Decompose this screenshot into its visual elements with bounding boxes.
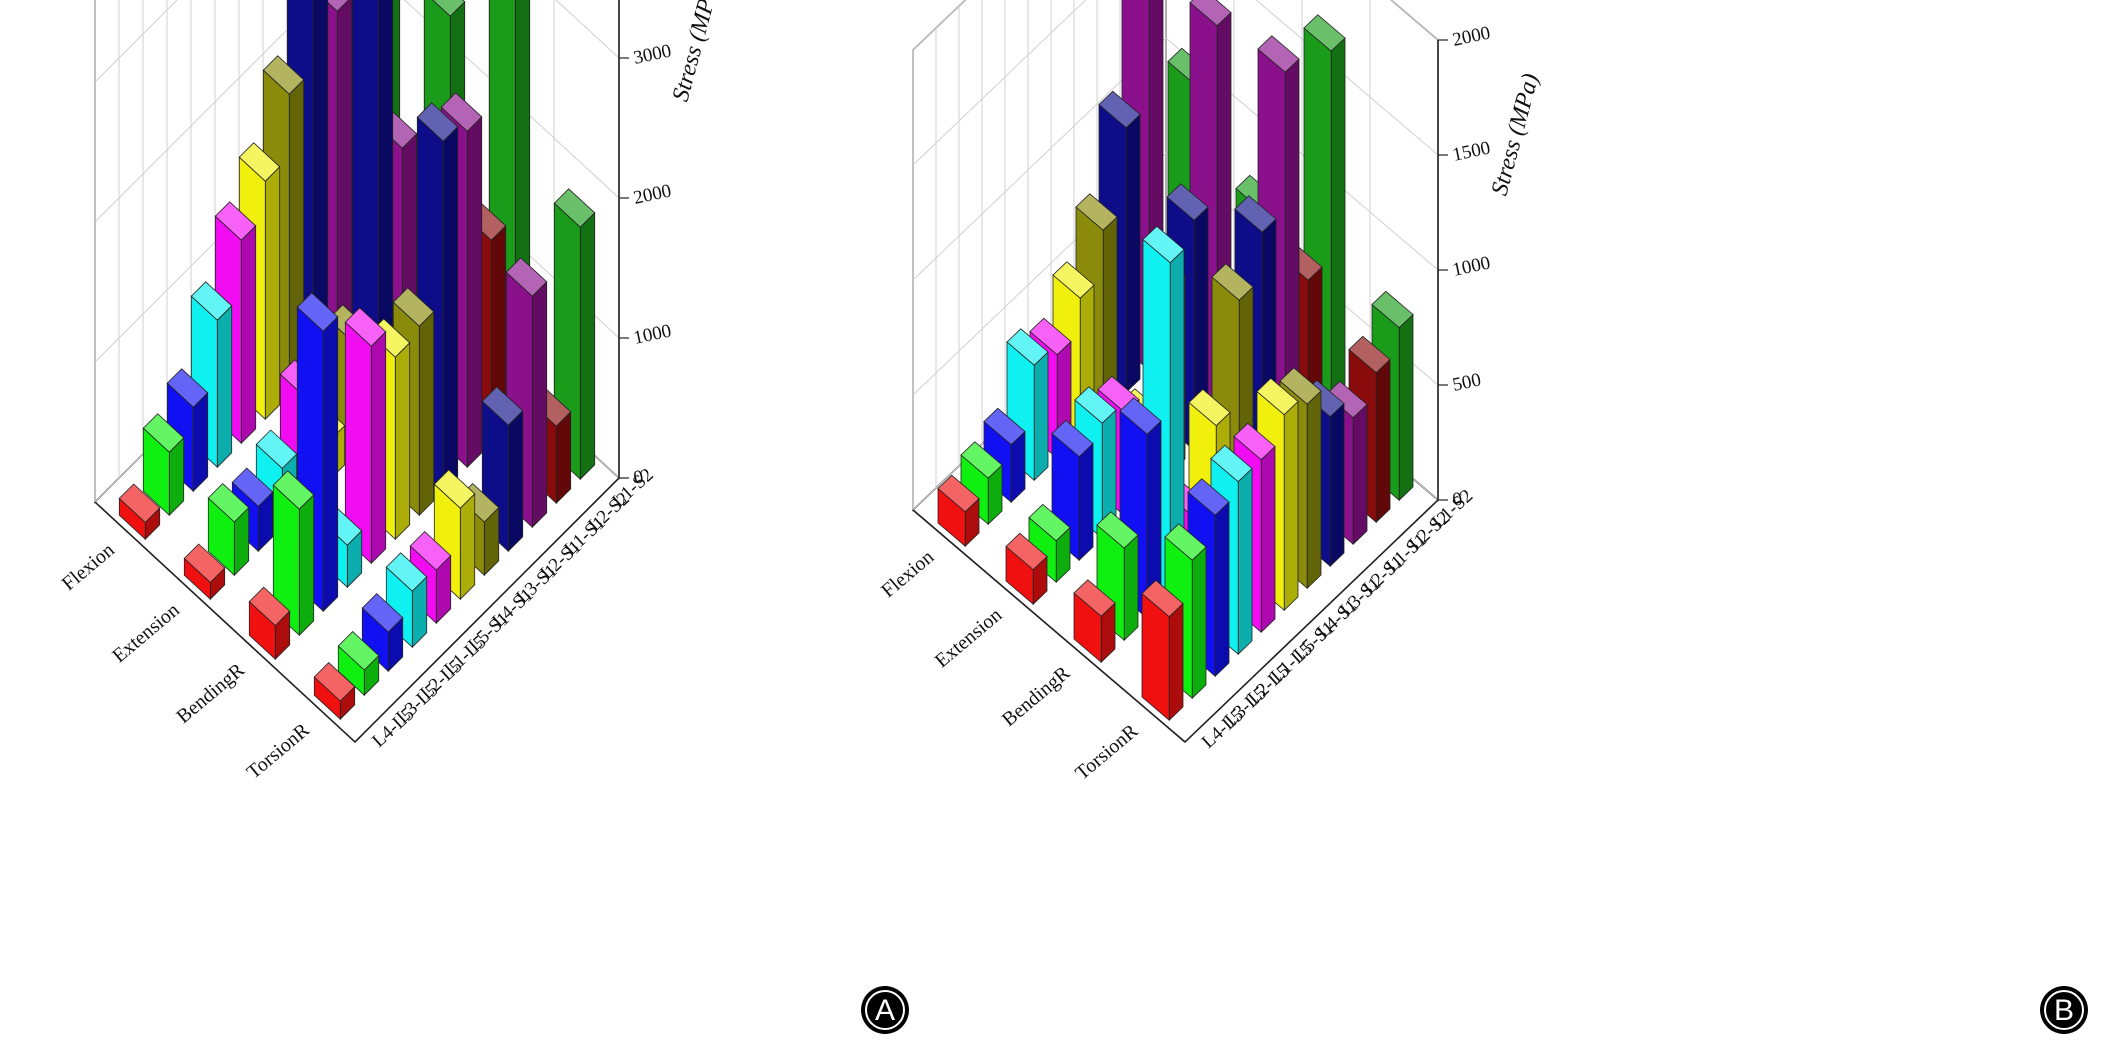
bars [937,0,1414,722]
series-label: Extension [108,599,183,667]
series-label: BendingR [172,659,249,728]
bar-torsionr-l1-s1 [505,257,548,529]
z-tick-label: 3000 [632,40,674,68]
bar-torsionr-l2-l5 [361,593,404,673]
bar-bendingr-l4-l5 [1073,579,1116,664]
panel-badge: B [2040,986,2088,1034]
bar-extension-l4-l5 [1005,532,1048,606]
z-axis-title: Stress (MPa) [1487,71,1544,199]
bar-torsionr-l4-l5 [1141,579,1184,722]
bar-bendingr-l3-l5 [272,470,315,637]
bar-flexion-l4-l5 [937,474,980,548]
z-axis-title: Stress (MPa) [668,0,725,104]
series-label: Extension [931,604,1006,672]
z-tick-label: 2000 [632,180,674,208]
panel-badge-label: A [875,994,895,1027]
bar-bendingr-l4-l5 [248,586,291,661]
z-tick-label: 1500 [1451,137,1493,165]
bar-bendingr-l2-l5 [1119,397,1162,620]
z-tick-label: 0 [632,466,646,489]
z-axis: 01000200030004000Stress (MPa) [618,0,725,489]
z-tick-label: 2000 [1451,22,1493,50]
bar-flexion-l4-l5 [118,483,161,541]
bar-torsionr-l3-l5 [337,631,380,697]
series-label: TorsionR [243,719,314,784]
panel-badge-label: B [2054,994,2074,1027]
bar-torsionr-l4-l5 [313,662,356,721]
series-label: BendingR [998,662,1075,731]
z-tick-label: 1000 [632,320,674,348]
bar-flexion-l3-l5 [142,413,185,517]
panel-badge: A [861,986,909,1034]
series-label: Flexion [58,539,119,595]
bar-flexion-l3-l5 [960,441,1003,526]
z-axis: 0 500 1000 1500 2000 Stress (MPa) [1437,22,1544,511]
z-tick-label: 0 [1451,488,1465,511]
bars [118,0,596,721]
z-tick-label: 500 [1451,369,1483,395]
bar-bendingr-l5-s1 [344,307,387,565]
z-tick-label: 1000 [1451,252,1493,280]
bar-extension-l4-l5 [183,543,226,601]
series-label: TorsionR [1071,720,1142,785]
chart-panel-a: FlexionExtensionBendingRTorsionRL1-S2L2-… [58,0,909,1034]
series-label: Flexion [877,546,938,602]
chart-panel-b: FlexionExtensionBendingRTorsionRL1-S2L2-… [877,0,2088,1034]
bar-extension-l3-l5 [207,483,250,577]
